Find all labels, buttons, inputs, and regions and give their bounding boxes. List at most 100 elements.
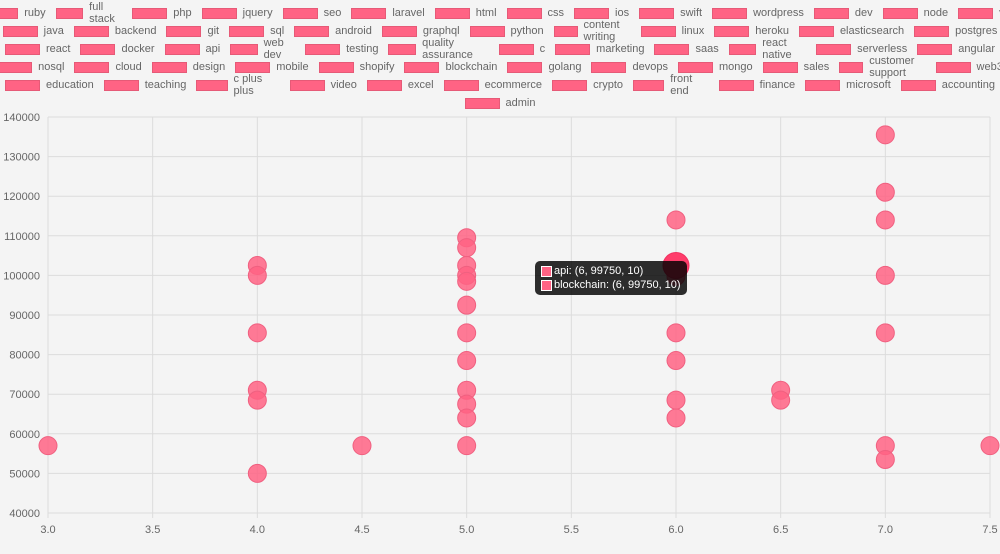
legend-item[interactable]: web3: [935, 61, 1000, 73]
legend-item[interactable]: ruby: [0, 7, 46, 19]
legend-item[interactable]: shopify: [318, 61, 394, 73]
legend-item[interactable]: php: [132, 7, 192, 19]
legend-item[interactable]: docker: [80, 43, 155, 55]
legend-swatch: [0, 61, 33, 73]
bubble-point[interactable]: [457, 351, 477, 371]
legend-item[interactable]: design: [151, 61, 225, 73]
bubble-point[interactable]: [666, 390, 686, 410]
legend-label: mobile: [276, 61, 309, 73]
legend-item[interactable]: web dev: [230, 37, 295, 61]
legend-item[interactable]: android: [294, 25, 372, 37]
legend-row: react docker api web dev testing quality assu…: [0, 37, 1000, 61]
legend-item[interactable]: customer support: [839, 55, 925, 79]
legend-item[interactable]: excel: [366, 79, 434, 91]
legend-item[interactable]: elasticsearch: [798, 25, 904, 37]
legend-item[interactable]: marketing: [555, 43, 644, 55]
legend-item[interactable]: jquery: [201, 7, 273, 19]
legend-item[interactable]: python: [469, 25, 544, 37]
legend-item[interactable]: laravel: [351, 7, 425, 19]
legend-item[interactable]: sql: [229, 25, 284, 37]
bubble-point[interactable]: [352, 436, 372, 456]
legend-item[interactable]: full stack: [55, 1, 123, 25]
legend-item[interactable]: crypto: [552, 79, 623, 91]
legend-item[interactable]: dev: [813, 7, 873, 19]
bubble-point[interactable]: [875, 182, 895, 202]
legend-item[interactable]: admin: [464, 97, 535, 109]
bubble-point[interactable]: [457, 436, 477, 456]
bubble-point[interactable]: [875, 125, 895, 145]
bubble-point[interactable]: [247, 463, 267, 483]
legend-item[interactable]: linux: [640, 25, 704, 37]
legend-item[interactable]: backend: [73, 25, 156, 37]
bubble-point[interactable]: [666, 351, 686, 371]
legend-item[interactable]: ecommerce: [443, 79, 542, 91]
bubble-point[interactable]: [457, 295, 477, 315]
bubble-point[interactable]: [247, 390, 267, 410]
legend-item[interactable]: c plus plus: [196, 73, 279, 97]
legend-item[interactable]: video: [289, 79, 357, 91]
bubble-point[interactable]: [247, 265, 267, 285]
legend-item[interactable]: java: [2, 25, 64, 37]
bubble-point[interactable]: [457, 323, 477, 343]
legend-item[interactable]: graphql: [381, 25, 460, 37]
legend-item[interactable]: angular: [917, 43, 995, 55]
bubble-point[interactable]: [980, 436, 1000, 456]
legend-swatch: [73, 25, 109, 37]
legend-item[interactable]: wordpress: [712, 7, 804, 19]
bubble-point[interactable]: [875, 450, 895, 470]
bubble-point[interactable]: [457, 238, 477, 258]
legend-swatch: [712, 7, 748, 19]
legend-item[interactable]: mobile: [235, 61, 309, 73]
legend-item[interactable]: seo: [282, 7, 341, 19]
legend-item[interactable]: mongo: [677, 61, 753, 73]
bubble-point[interactable]: [666, 210, 686, 230]
legend-item[interactable]: testing: [305, 43, 378, 55]
legend-item[interactable]: accounting: [900, 79, 995, 91]
legend-item[interactable]: teaching: [103, 79, 186, 91]
legend-swatch: [132, 7, 168, 19]
legend-item[interactable]: saas: [654, 43, 719, 55]
legend-label: accounting: [941, 79, 995, 91]
legend-label: serverless: [857, 43, 908, 55]
bubble-point[interactable]: [247, 323, 267, 343]
legend-item[interactable]: sales: [762, 61, 829, 73]
bubble-point[interactable]: [38, 436, 58, 456]
legend-item[interactable]: ios: [574, 7, 629, 19]
legend-item[interactable]: html: [434, 7, 497, 19]
legend-item[interactable]: react native: [728, 37, 806, 61]
legend-label: cloud: [115, 61, 142, 73]
bubble-point[interactable]: [457, 408, 477, 428]
bubble-point[interactable]: [771, 390, 791, 410]
legend-item[interactable]: swift: [639, 7, 702, 19]
bubble-point[interactable]: [875, 210, 895, 230]
legend-item[interactable]: nosql: [0, 61, 64, 73]
legend-item[interactable]: css: [506, 7, 564, 19]
legend-item[interactable]: postgres: [914, 25, 997, 37]
legend-item[interactable]: content writing: [553, 19, 631, 43]
legend-item[interactable]: education: [5, 79, 94, 91]
legend-item[interactable]: golang: [507, 61, 581, 73]
legend-label: java: [43, 25, 64, 37]
legend-item[interactable]: c: [498, 43, 545, 55]
bubble-point[interactable]: [875, 265, 895, 285]
legend-item[interactable]: api: [164, 43, 220, 55]
bubble-point[interactable]: [666, 323, 686, 343]
legend-label: mongo: [718, 61, 753, 73]
bubble-point[interactable]: [457, 271, 477, 291]
bubble-point[interactable]: [875, 323, 895, 343]
bubble-point[interactable]: [666, 408, 686, 428]
legend-item[interactable]: devops: [591, 61, 668, 73]
legend-item[interactable]: front end: [633, 73, 709, 97]
legend-swatch: [2, 25, 38, 37]
legend-item[interactable]: heroku: [714, 25, 789, 37]
legend-item[interactable]: quality assurance: [388, 37, 488, 61]
legend-item[interactable]: git: [166, 25, 219, 37]
legend-item[interactable]: microsoft: [805, 79, 891, 91]
legend-item[interactable]: finance: [718, 79, 795, 91]
legend-item[interactable]: cloud: [74, 61, 142, 73]
legend-item[interactable]: node: [882, 7, 948, 19]
legend-item[interactable]: react: [5, 43, 70, 55]
legend-item[interactable]: blockchain: [404, 61, 497, 73]
legend-item[interactable]: serverless: [816, 43, 907, 55]
